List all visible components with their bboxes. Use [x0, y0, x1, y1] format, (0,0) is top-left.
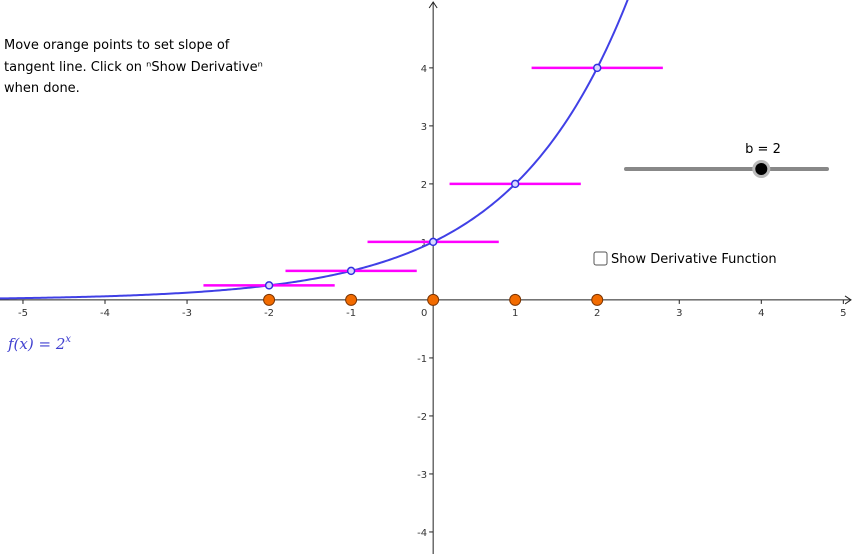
- slider-knob[interactable]: [755, 163, 768, 175]
- function-curve: [0, 0, 629, 300]
- y-tick-label: -4: [417, 528, 427, 539]
- y-tick-label: 1: [421, 238, 427, 249]
- x-tick-label: 0: [421, 308, 427, 319]
- x-tick-label: -5: [18, 308, 28, 319]
- checkbox[interactable]: [593, 251, 608, 266]
- function-base: 2: [55, 335, 66, 353]
- y-tick-label: -3: [417, 470, 427, 481]
- x-axis-arrow: [844, 295, 852, 305]
- slider-label: b = 2: [745, 142, 781, 157]
- x-tick-label: 1: [512, 308, 518, 319]
- slope-point[interactable]: [427, 293, 440, 306]
- slope-point[interactable]: [263, 293, 276, 306]
- instruction-line: when done.: [4, 81, 80, 96]
- y-tick-label: 3: [421, 122, 427, 133]
- checkbox-label[interactable]: Show Derivative Function: [611, 252, 777, 267]
- y-tick-label: -1: [417, 354, 427, 365]
- slope-point[interactable]: [509, 293, 522, 306]
- curve-point: [592, 63, 602, 73]
- instruction-line: Move orange points to set slope of: [4, 38, 230, 53]
- y-tick-label: 4: [421, 64, 427, 75]
- x-tick-label: 5: [840, 308, 846, 319]
- x-tick-label: -1: [346, 308, 356, 319]
- function-exponent: x: [65, 334, 71, 345]
- function-lhs: f(x) =: [7, 335, 51, 353]
- x-tick-label: 3: [676, 308, 682, 319]
- curve-point: [264, 281, 274, 290]
- x-tick-label: -4: [100, 308, 110, 319]
- x-tick-label: -2: [264, 308, 274, 319]
- slope-point[interactable]: [591, 293, 604, 306]
- x-tick-label: -3: [182, 308, 192, 319]
- slope-point[interactable]: [345, 293, 358, 306]
- instruction-line: tangent line. Click on ⁿShow Derivativeⁿ: [4, 60, 263, 75]
- function-label: f(x) = 2x: [7, 334, 71, 353]
- y-axis-arrow: [428, 1, 438, 9]
- curve-point: [428, 237, 438, 247]
- x-tick-label: 4: [758, 308, 764, 319]
- x-tick-label: 2: [594, 308, 600, 319]
- curve-point: [510, 179, 520, 189]
- curve-point: [346, 266, 356, 276]
- y-tick-label: 2: [421, 180, 427, 191]
- y-tick-label: -2: [417, 412, 427, 423]
